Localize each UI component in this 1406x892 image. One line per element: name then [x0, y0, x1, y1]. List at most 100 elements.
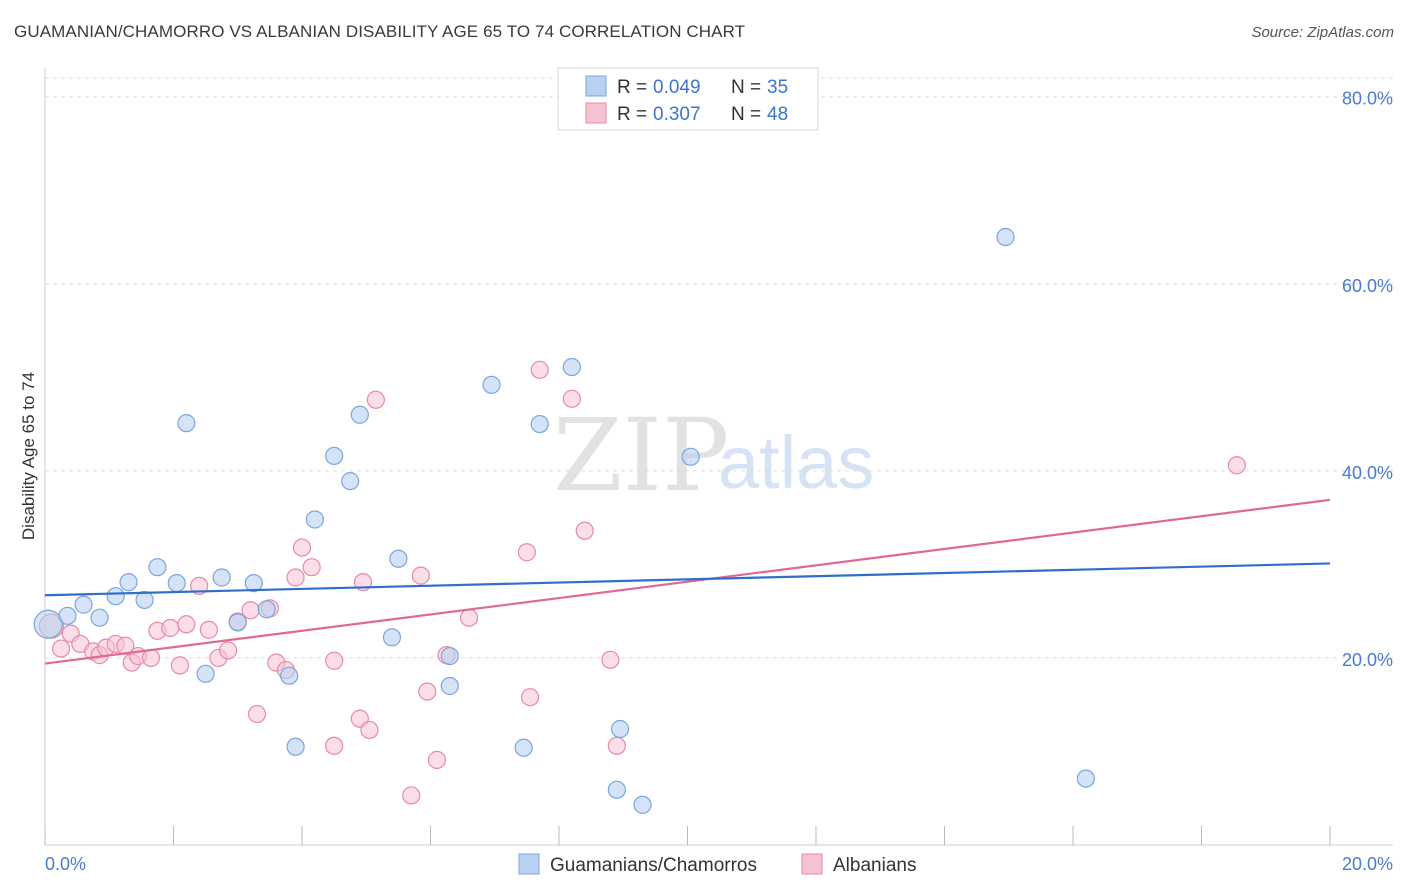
chart-title: GUAMANIAN/CHAMORRO VS ALBANIAN DISABILIT…	[14, 22, 746, 41]
legend-n-value: 48	[767, 104, 788, 125]
albanian-point	[366, 390, 385, 409]
albanian-point	[427, 750, 447, 769]
legend-r-value: 0.049	[653, 77, 701, 98]
guamanian-point	[610, 719, 630, 739]
guamanian-point	[286, 737, 305, 756]
guamanian-point	[212, 568, 231, 587]
albanian-trend-line	[44, 498, 1331, 665]
guamanian-point	[257, 600, 276, 619]
guamanian-point	[177, 414, 196, 433]
albanian-point	[360, 720, 379, 740]
albanian-point	[575, 521, 594, 540]
guamanian-point	[244, 573, 263, 593]
guamanian-point	[440, 646, 459, 666]
bottom-legend-label-albanians: Albanians	[833, 855, 916, 876]
bottom-legend-label-guamanians: Guamanians/Chamorros	[550, 855, 757, 876]
guamanian-point	[1076, 769, 1095, 788]
guamanian-point	[389, 549, 408, 568]
albanian-point	[325, 736, 344, 755]
bottom-legend-swatch-pink	[801, 853, 823, 875]
albanian-point	[562, 389, 581, 408]
guamanian-point	[530, 414, 549, 434]
legend-n-label: N =	[731, 77, 761, 98]
albanian-point	[601, 650, 620, 669]
albanian-point	[219, 641, 238, 660]
albanian-point	[302, 558, 321, 577]
gridlines	[45, 77, 1393, 659]
guamanian-point	[681, 447, 700, 466]
legend-n-value: 35	[767, 77, 788, 98]
guamanian-point	[280, 666, 299, 685]
guamanian-point	[440, 676, 459, 696]
albanian-point	[51, 639, 71, 658]
guamanian-point	[325, 446, 344, 465]
albanian-point	[517, 543, 536, 562]
series-guamanians	[33, 227, 1095, 814]
legend-r-label: R =	[617, 104, 647, 125]
y-tick-label: 60.0%	[1342, 276, 1393, 296]
x-tick-label: 20.0%	[1342, 854, 1393, 874]
albanian-point	[190, 576, 209, 596]
x-tick-label: 0.0%	[45, 854, 86, 874]
albanian-point	[520, 688, 540, 707]
watermark-zip: ZIP	[553, 397, 729, 514]
albanian-point	[607, 736, 626, 755]
guamanian-point	[305, 510, 324, 529]
guamanian-point	[135, 590, 154, 610]
guamanian-point	[341, 472, 360, 491]
legend-n-label: N =	[731, 104, 761, 125]
guamanian-point	[106, 587, 125, 606]
albanian-point	[141, 648, 161, 668]
bottom-legend: Guamanians/Chamorros Albanians	[518, 853, 916, 876]
y-ticks: 20.0% 40.0% 60.0% 80.0%	[1342, 89, 1393, 670]
guamanian-point	[514, 738, 533, 757]
top-legend: R = 0.049 N = 35 R = 0.307 N = 48	[557, 67, 819, 131]
guamanian-point	[74, 595, 93, 614]
albanian-point	[177, 615, 196, 634]
albanian-point	[286, 568, 305, 587]
bottom-legend-swatch-blue	[518, 853, 540, 875]
guamanian-point	[228, 613, 247, 632]
albanian-point	[292, 538, 312, 557]
y-tick-label: 80.0%	[1342, 89, 1393, 109]
legend-swatch-pink	[585, 102, 607, 124]
albanian-point	[247, 704, 267, 724]
guamanian-point	[996, 227, 1015, 247]
legend-r-label: R =	[617, 77, 647, 98]
guamanian-point	[350, 405, 369, 424]
albanian-point	[199, 620, 218, 639]
x-ticks: 0.0% 20.0%	[44, 826, 1393, 874]
watermark-atlas: atlas	[718, 421, 874, 504]
y-tick-label: 40.0%	[1342, 463, 1393, 483]
guamanian-point	[58, 606, 77, 625]
y-tick-label: 20.0%	[1342, 650, 1393, 670]
guamanian-point	[167, 573, 186, 593]
legend-swatch-blue	[585, 75, 607, 97]
source-label: Source: ZipAtlas.com	[1251, 24, 1394, 41]
guamanian-point	[90, 608, 109, 627]
trend-lines	[44, 498, 1331, 665]
albanian-point	[459, 608, 479, 627]
albanian-point	[418, 682, 437, 701]
guamanian-point	[119, 573, 138, 592]
guamanian-point	[33, 609, 63, 639]
albanian-point	[161, 618, 180, 638]
guamanian-point	[382, 628, 402, 647]
albanian-point	[325, 651, 344, 670]
albanian-point	[170, 656, 190, 675]
guamanian-point	[482, 375, 501, 394]
guamanian-point	[607, 780, 626, 799]
albanian-point	[530, 360, 549, 379]
guamanian-point	[196, 664, 215, 683]
albanian-point	[402, 786, 421, 805]
legend-r-value: 0.307	[653, 104, 701, 125]
guamanian-trend-line	[44, 562, 1331, 597]
albanian-point	[411, 566, 430, 585]
albanian-point	[1227, 456, 1246, 475]
y-axis-label: Disability Age 65 to 74	[19, 372, 38, 540]
guamanian-point	[148, 558, 167, 577]
guamanian-point	[633, 795, 652, 814]
guamanian-point	[562, 357, 581, 377]
albanian-point	[241, 601, 260, 620]
